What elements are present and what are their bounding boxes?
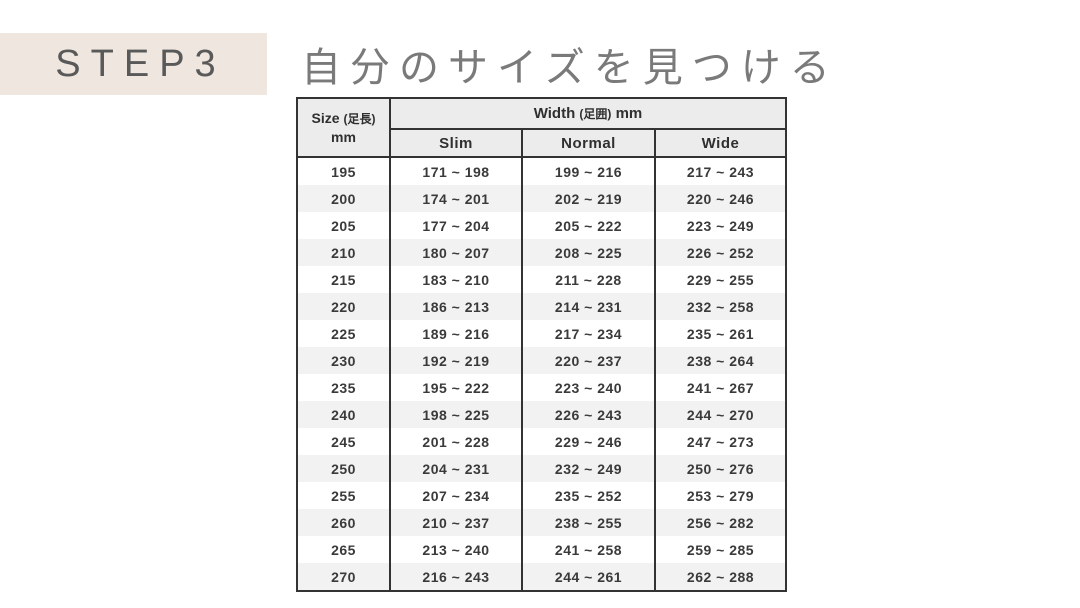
wide-range-cell: 238 ~ 264 [654,347,787,374]
normal-range-cell: 217 ~ 234 [521,320,656,347]
table-row: 220 186 ~ 213 214 ~ 231 232 ~ 258 [296,293,787,320]
table-row: 230 192 ~ 219 220 ~ 237 238 ~ 264 [296,347,787,374]
width-header-unit: mm [615,105,643,122]
wide-range-cell: 226 ~ 252 [654,239,787,266]
table-row: 250 204 ~ 231 232 ~ 249 250 ~ 276 [296,455,787,482]
size-cell: 195 [296,157,391,185]
size-header-unit: mm [331,128,356,145]
slim-range-cell: 192 ~ 219 [389,347,523,374]
normal-range-cell: 238 ~ 255 [521,509,656,536]
size-cell: 200 [296,185,391,212]
size-cell: 220 [296,293,391,320]
table-row: 245 201 ~ 228 229 ~ 246 247 ~ 273 [296,428,787,455]
table-row: 270 216 ~ 243 244 ~ 261 262 ~ 288 [296,563,787,591]
normal-range-cell: 214 ~ 231 [521,293,656,320]
table-row: 260 210 ~ 237 238 ~ 255 256 ~ 282 [296,509,787,536]
step-badge-label: STEP3 [55,42,226,85]
normal-range-cell: 232 ~ 249 [521,455,656,482]
normal-range-cell: 199 ~ 216 [521,157,656,185]
header-row-top: Size (足長) mm Width (足囲) mm [296,97,787,158]
normal-range-cell: 226 ~ 243 [521,401,656,428]
size-header-jp: (足長) [343,112,376,127]
wide-range-cell: 223 ~ 249 [654,212,787,239]
size-cell: 240 [296,401,391,428]
slim-range-cell: 189 ~ 216 [389,320,523,347]
slim-range-cell: 195 ~ 222 [389,374,523,401]
slim-range-cell: 183 ~ 210 [389,266,523,293]
wide-range-cell: 235 ~ 261 [654,320,787,347]
table-row: 205 177 ~ 204 205 ~ 222 223 ~ 249 [296,212,787,239]
size-cell: 210 [296,239,391,266]
size-cell: 215 [296,266,391,293]
wide-range-cell: 262 ~ 288 [654,563,787,591]
size-chart-header: Size (足長) mm Width (足囲) mm Slim Normal W… [296,97,787,158]
table-row: 200 174 ~ 201 202 ~ 219 220 ~ 246 [296,185,787,212]
wide-range-cell: 259 ~ 285 [654,536,787,563]
normal-range-cell: 211 ~ 228 [521,266,656,293]
size-table-body: 195 171 ~ 198 199 ~ 216 217 ~ 243 200 174 ~ 2… [296,157,787,591]
width-header-jp: (足囲) [579,107,612,121]
normal-range-cell: 241 ~ 258 [521,536,656,563]
size-cell: 270 [296,563,391,591]
wide-range-cell: 217 ~ 243 [654,157,787,185]
table-row: 210 180 ~ 207 208 ~ 225 226 ~ 252 [296,239,787,266]
width-header-en: Width [533,105,576,122]
normal-range-cell: 205 ~ 222 [521,212,656,239]
size-chart-table: Size (足長) mm Width (足囲) mm Slim Normal W… [296,97,787,592]
slim-range-cell: 204 ~ 231 [389,455,523,482]
size-cell: 255 [296,482,391,509]
column-header-slim: Slim [389,128,523,158]
page-title: 自分のサイズを見つける [301,46,839,90]
wide-range-cell: 244 ~ 270 [654,401,787,428]
header-row-sub: Slim Normal Wide [297,128,787,158]
wide-range-cell: 241 ~ 267 [654,374,787,401]
wide-range-cell: 250 ~ 276 [654,455,787,482]
table-row: 225 189 ~ 216 217 ~ 234 235 ~ 261 [296,320,787,347]
slim-range-cell: 180 ~ 207 [389,239,523,266]
column-header-wide: Wide [654,128,787,158]
normal-range-cell: 223 ~ 240 [521,374,656,401]
table-row: 215 183 ~ 210 211 ~ 228 229 ~ 255 [296,266,787,293]
size-cell: 250 [296,455,391,482]
width-group-header: Width (足囲) mm [389,97,787,130]
size-cell: 225 [296,320,391,347]
slim-range-cell: 216 ~ 243 [389,563,523,591]
normal-range-cell: 208 ~ 225 [521,239,656,266]
slim-range-cell: 210 ~ 237 [389,509,523,536]
normal-range-cell: 235 ~ 252 [521,482,656,509]
size-cell: 205 [296,212,391,239]
slim-range-cell: 207 ~ 234 [389,482,523,509]
slim-range-cell: 198 ~ 225 [389,401,523,428]
step-badge: STEP3 [0,33,267,95]
normal-range-cell: 244 ~ 261 [521,563,656,591]
table-row: 265 213 ~ 240 241 ~ 258 259 ~ 285 [296,536,787,563]
size-column-header: Size (足長) mm [296,97,391,158]
wide-range-cell: 256 ~ 282 [654,509,787,536]
normal-range-cell: 202 ~ 219 [521,185,656,212]
table-row: 240 198 ~ 225 226 ~ 243 244 ~ 270 [296,401,787,428]
size-cell: 245 [296,428,391,455]
column-header-normal: Normal [521,128,656,158]
slim-range-cell: 171 ~ 198 [389,157,523,185]
size-cell: 235 [296,374,391,401]
normal-range-cell: 220 ~ 237 [521,347,656,374]
wide-range-cell: 220 ~ 246 [654,185,787,212]
size-cell: 265 [296,536,391,563]
slim-range-cell: 201 ~ 228 [389,428,523,455]
table-row: 195 171 ~ 198 199 ~ 216 217 ~ 243 [296,157,787,185]
slim-range-cell: 186 ~ 213 [389,293,523,320]
slim-range-cell: 213 ~ 240 [389,536,523,563]
size-cell: 230 [296,347,391,374]
table-row: 255 207 ~ 234 235 ~ 252 253 ~ 279 [296,482,787,509]
wide-range-cell: 253 ~ 279 [654,482,787,509]
size-header-en: Size [311,110,340,127]
wide-range-cell: 232 ~ 258 [654,293,787,320]
wide-range-cell: 247 ~ 273 [654,428,787,455]
table-row: 235 195 ~ 222 223 ~ 240 241 ~ 267 [296,374,787,401]
normal-range-cell: 229 ~ 246 [521,428,656,455]
slim-range-cell: 177 ~ 204 [389,212,523,239]
size-cell: 260 [296,509,391,536]
wide-range-cell: 229 ~ 255 [654,266,787,293]
slim-range-cell: 174 ~ 201 [389,185,523,212]
